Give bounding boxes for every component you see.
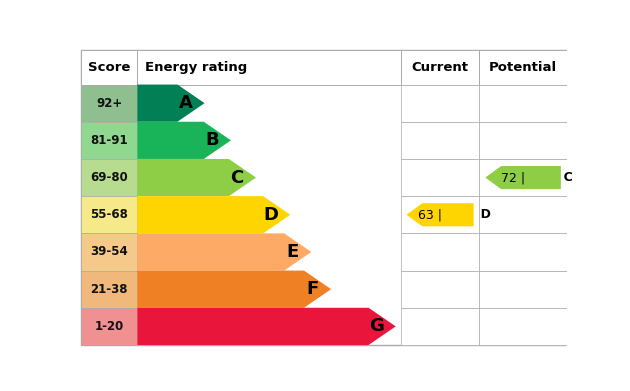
Text: 69-80: 69-80 (90, 171, 128, 184)
Text: 92+: 92+ (96, 97, 122, 109)
Polygon shape (137, 308, 396, 345)
Bar (401, 196, 479, 233)
Bar (81, 233, 137, 271)
Bar (81, 50, 137, 84)
Text: Score: Score (88, 61, 130, 74)
Text: A: A (179, 94, 193, 112)
Bar (479, 271, 567, 308)
Text: F: F (306, 280, 318, 298)
Text: D: D (264, 206, 278, 224)
Bar (479, 159, 567, 196)
Text: 39-54: 39-54 (90, 246, 128, 258)
Text: 1-20: 1-20 (94, 320, 124, 333)
Text: 21-38: 21-38 (91, 283, 128, 296)
Text: Potential: Potential (489, 61, 557, 74)
Text: 72 |: 72 | (501, 171, 534, 184)
Text: 81-91: 81-91 (91, 134, 128, 147)
Bar (401, 159, 479, 196)
Bar (401, 84, 479, 122)
Text: B: B (205, 131, 219, 149)
Bar (479, 196, 567, 233)
Bar (81, 308, 137, 345)
Polygon shape (137, 196, 290, 233)
Text: Current: Current (411, 61, 469, 74)
Polygon shape (137, 159, 256, 196)
Text: 55-68: 55-68 (90, 208, 128, 221)
Polygon shape (485, 166, 561, 189)
Bar (81, 271, 137, 308)
Text: G: G (369, 317, 384, 335)
Bar (479, 122, 567, 159)
Bar (401, 233, 479, 271)
Bar (479, 50, 567, 84)
Text: E: E (286, 243, 299, 261)
Polygon shape (137, 271, 331, 308)
Bar (137, 50, 401, 84)
Polygon shape (137, 233, 311, 271)
Text: D: D (450, 208, 491, 221)
Bar (401, 50, 479, 84)
Bar (479, 84, 567, 122)
Bar (479, 233, 567, 271)
Polygon shape (406, 203, 474, 226)
Polygon shape (137, 84, 205, 122)
Bar (479, 308, 567, 345)
Bar (81, 196, 137, 233)
Text: C: C (534, 171, 573, 184)
Text: Energy rating: Energy rating (145, 61, 247, 74)
Bar (401, 271, 479, 308)
Polygon shape (137, 122, 231, 159)
Bar (81, 84, 137, 122)
Text: 63 |: 63 | (418, 208, 450, 221)
Bar (81, 159, 137, 196)
Bar (81, 122, 137, 159)
Text: C: C (231, 169, 244, 187)
Bar (401, 122, 479, 159)
Bar (401, 308, 479, 345)
